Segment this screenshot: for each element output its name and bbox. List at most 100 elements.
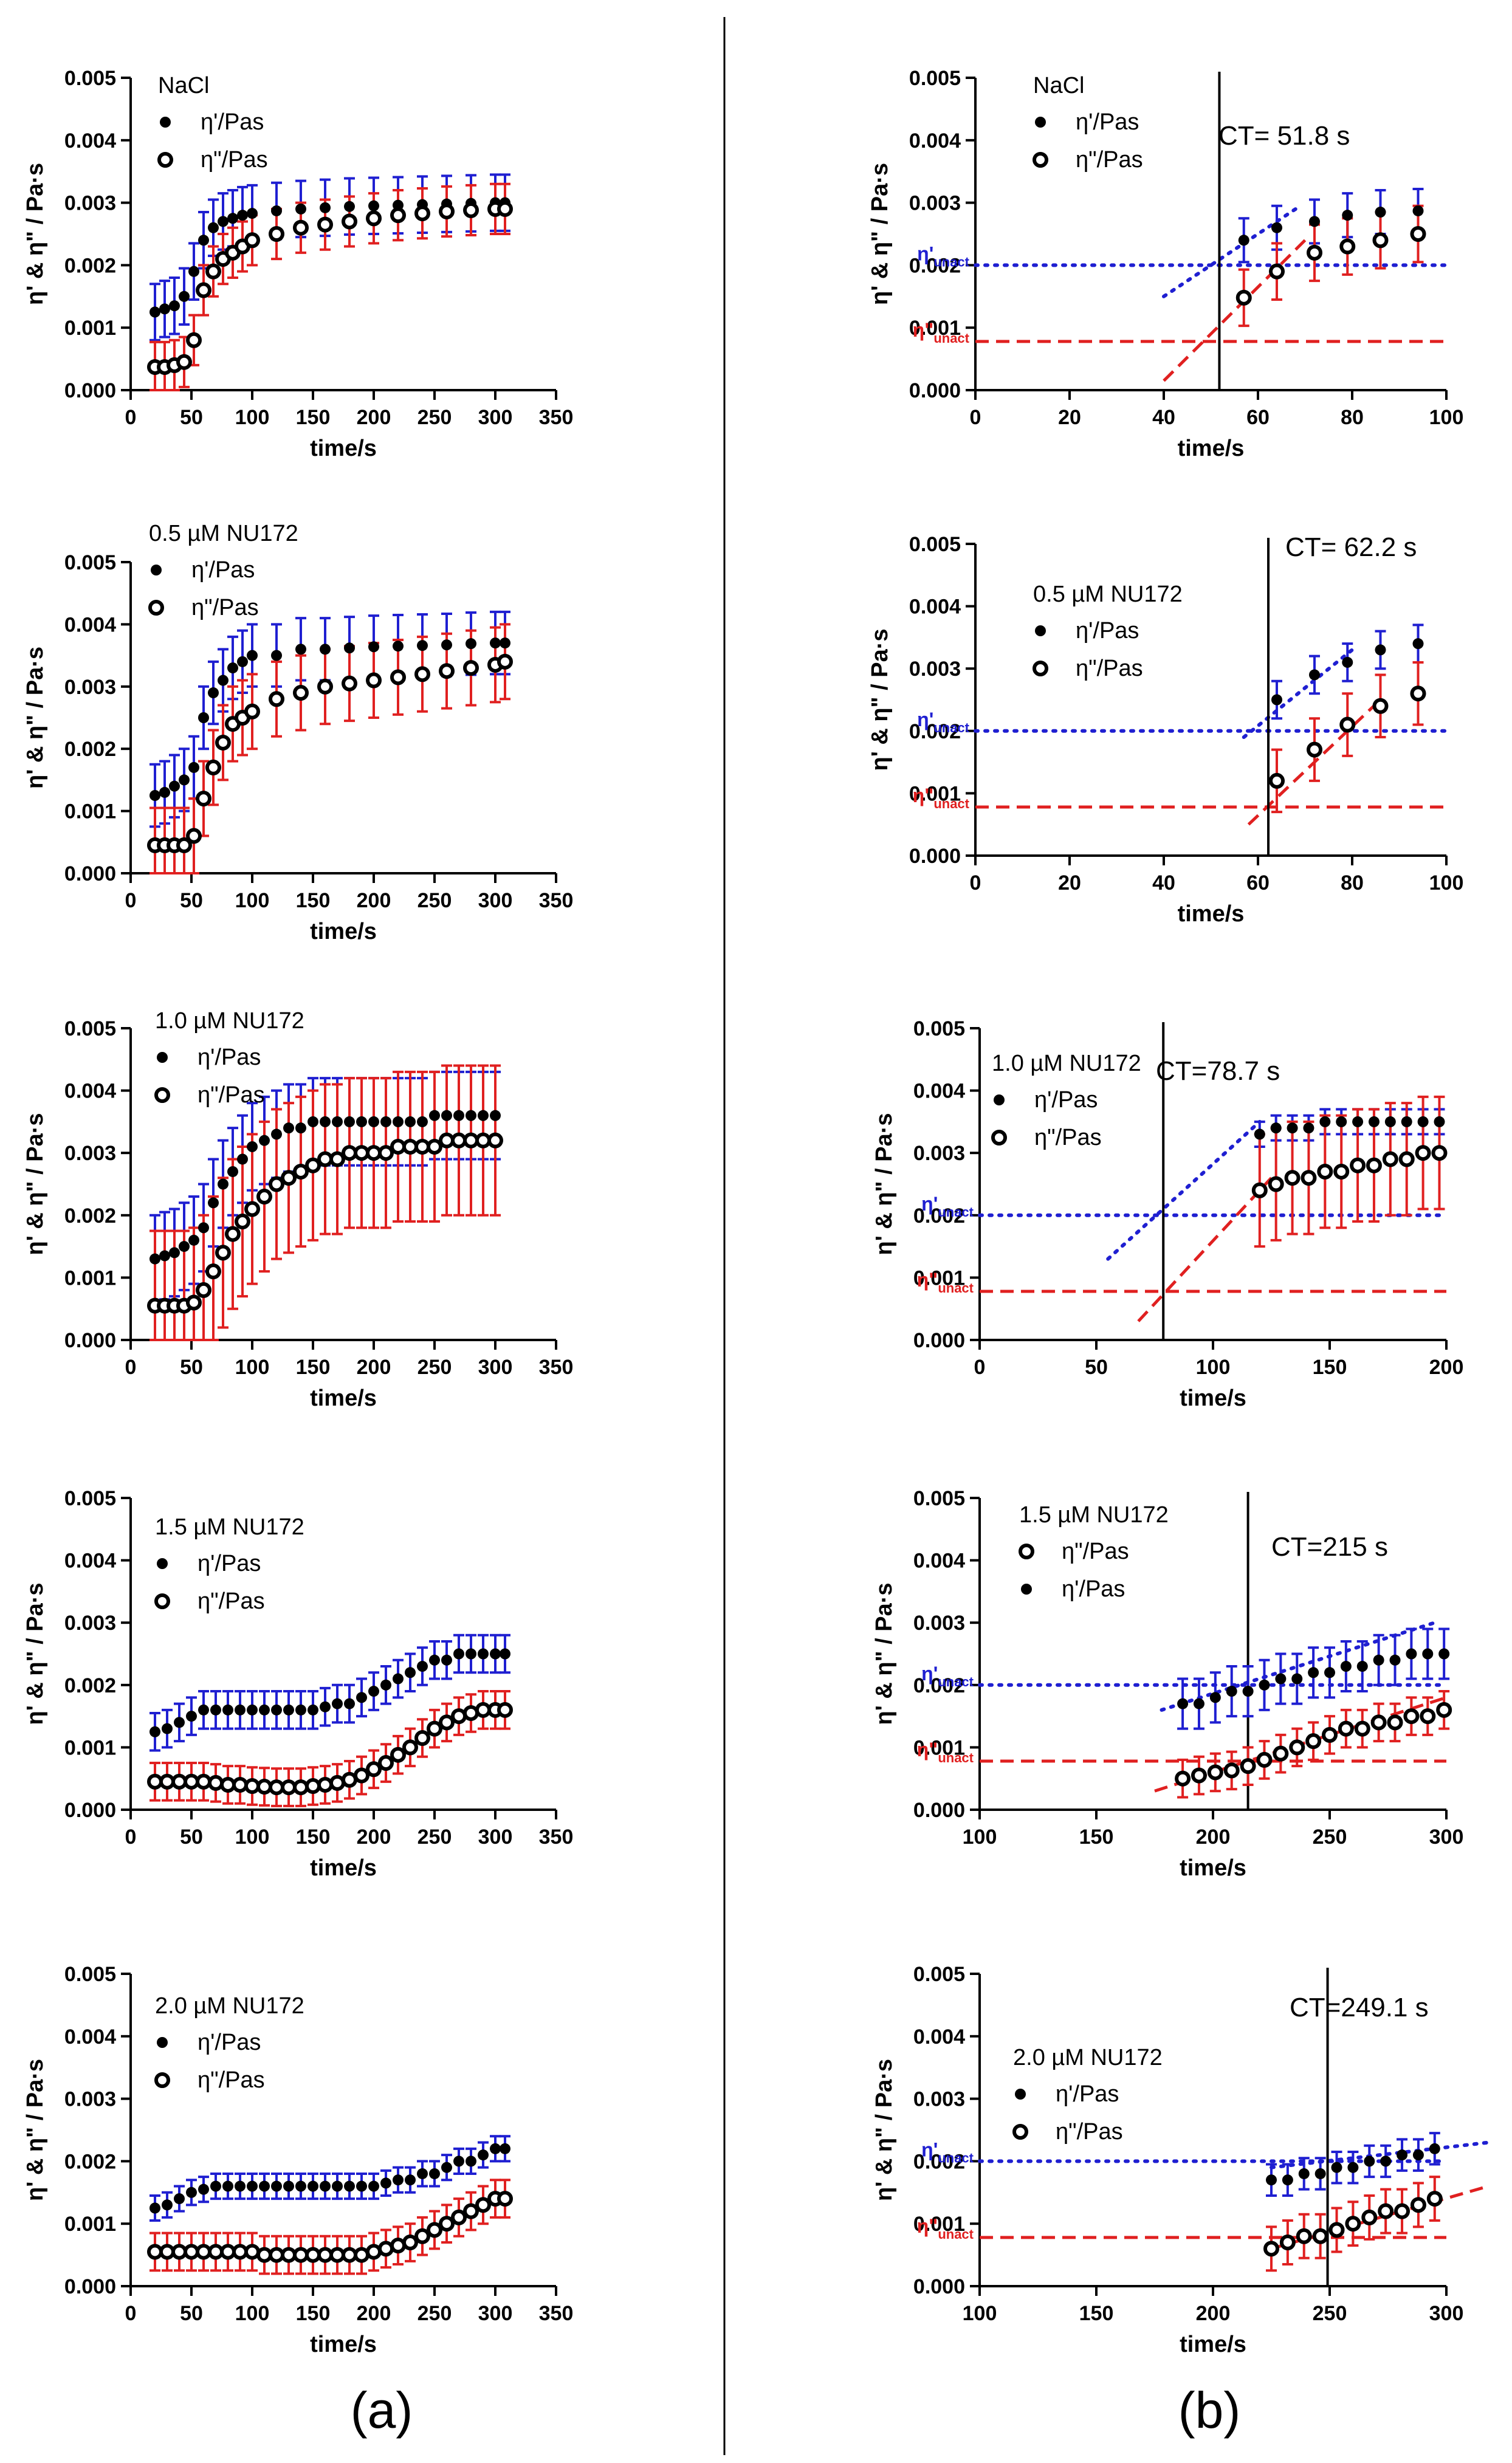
data-point-eta1 <box>466 2156 476 2167</box>
data-point-eta2 <box>463 202 479 218</box>
data-point-eta1 <box>320 1701 331 1712</box>
x-tick-label: 150 <box>296 2302 331 2325</box>
data-point-eta1 <box>227 1166 238 1177</box>
ct-label: CT=78.7 s <box>1156 1056 1280 1086</box>
data-point-eta1 <box>1380 2156 1392 2167</box>
eta1-unact-subscript: unact <box>938 1674 974 1689</box>
eta1-fit-line <box>1242 648 1354 740</box>
data-point-eta1 <box>344 2180 355 2192</box>
legend-marker-eta1 <box>1035 625 1046 636</box>
data-point-eta1 <box>237 1153 248 1165</box>
panel-label-a: (a) <box>351 2382 413 2439</box>
y-axis-label: η' & η" / Pa·s <box>22 163 48 305</box>
data-point-eta2 <box>354 2247 369 2263</box>
x-tick-label: 60 <box>1246 406 1270 429</box>
legend-entry: η'/Pas <box>201 109 264 135</box>
data-point-eta1 <box>417 1116 428 1127</box>
data-point-eta1 <box>271 650 282 661</box>
x-tick-label: 150 <box>1079 1826 1114 1849</box>
data-point-eta1 <box>1412 205 1424 216</box>
eta1-fit-line <box>1270 2140 1491 2169</box>
y-tick-label: 0.000 <box>909 845 961 868</box>
data-point-eta1 <box>320 1116 331 1127</box>
data-point-eta2 <box>1175 1770 1191 1787</box>
data-point-eta1 <box>247 2180 258 2192</box>
legend-title: NaCl <box>158 73 209 98</box>
data-point-eta2 <box>256 1189 272 1205</box>
data-point-eta1 <box>368 200 379 211</box>
data-point-eta1 <box>1331 2162 1342 2173</box>
data-point-eta1 <box>149 2202 160 2214</box>
y-tick-label: 0.001 <box>913 2213 965 2236</box>
data-point-eta1 <box>222 2180 233 2192</box>
x-tick-label: 50 <box>1085 1356 1108 1379</box>
data-point-eta1 <box>1177 1698 1189 1709</box>
eta2-unact-symbol: η" <box>917 1739 938 1761</box>
eta1-fit-line <box>1160 1621 1437 1712</box>
y-axis-label: η' & η" / Pa·s <box>867 163 893 305</box>
legend-entry: η'/Pas <box>1076 618 1139 644</box>
data-point-eta2 <box>390 2238 406 2254</box>
charts-container: 0.000 0.001 0.002 0.003 0.004 0.005 0 50 100 150 2… <box>22 67 1491 2357</box>
data-point-eta1 <box>405 2174 416 2186</box>
data-point-eta2 <box>1223 1762 1240 1779</box>
x-axis-label: time/s <box>1180 2332 1246 2357</box>
x-tick-label: 250 <box>418 406 452 429</box>
data-point-eta2 <box>1322 1726 1338 1743</box>
eta1-unact-symbol: η' <box>917 242 933 264</box>
eta1-unact-symbol: η' <box>921 1193 938 1215</box>
data-point-eta2 <box>1307 741 1322 758</box>
x-tick-label: 20 <box>1058 871 1081 895</box>
data-point-eta1 <box>1242 1686 1254 1697</box>
data-point-eta1 <box>1406 1648 1417 1660</box>
data-point-eta2 <box>1338 1720 1354 1737</box>
panel-label-b: (b) <box>1178 2382 1241 2439</box>
x-tick-label: 150 <box>1079 2302 1114 2325</box>
legend-marker-eta2 <box>991 1130 1007 1146</box>
x-tick-label: 0 <box>125 889 137 912</box>
data-point-eta1 <box>283 1704 294 1716</box>
data-point-eta1 <box>1271 694 1282 706</box>
data-point-eta1 <box>308 1704 318 1716</box>
data-point-eta2 <box>176 354 192 370</box>
y-tick-label: 0.005 <box>913 1487 965 1510</box>
data-point-eta1 <box>149 790 160 801</box>
data-point-eta1 <box>1384 1116 1396 1127</box>
data-point-eta1 <box>429 1654 440 1666</box>
x-tick-label: 80 <box>1341 871 1364 895</box>
y-tick-label: 0.000 <box>913 2275 965 2298</box>
y-tick-label: 0.002 <box>913 1674 965 1697</box>
data-point-eta2 <box>402 1739 418 1756</box>
data-point-eta1 <box>453 2156 464 2167</box>
data-point-eta2 <box>205 1263 221 1280</box>
y-tick-label: 0.004 <box>64 1080 116 1103</box>
data-point-eta1 <box>405 1667 416 1678</box>
x-tick-label: 150 <box>296 406 331 429</box>
y-tick-label: 0.003 <box>64 2088 116 2111</box>
data-point-eta1 <box>344 201 355 212</box>
y-tick-label: 0.004 <box>909 596 961 619</box>
data-point-eta1 <box>1342 210 1353 221</box>
data-point-eta2 <box>1269 263 1285 280</box>
data-point-eta1 <box>218 675 229 686</box>
chart-9: 0.000 0.001 0.002 0.003 0.004 0.005 100 150 200 2… <box>871 1963 1491 2357</box>
data-point-eta1 <box>500 2143 510 2154</box>
data-point-eta2 <box>1263 2241 1279 2257</box>
eta1-unact-subscript: unact <box>933 720 969 735</box>
y-axis-label: η' & η" / Pa·s <box>867 629 893 771</box>
eta1-unact-label: η'unact <box>917 709 970 735</box>
eta2-unact-symbol: η" <box>913 319 934 341</box>
data-point-eta2 <box>244 232 260 249</box>
x-tick-label: 100 <box>235 406 270 429</box>
data-point-eta2 <box>176 837 192 853</box>
legend-title: 2.0 µM NU172 <box>155 1993 304 2019</box>
eta2-unact-label: η"unact <box>913 785 970 811</box>
legend-entry: η"/Pas <box>1062 1539 1129 1564</box>
data-point-eta1 <box>179 774 190 786</box>
x-tick-label: 200 <box>1196 1826 1231 1849</box>
data-point-eta1 <box>368 641 379 653</box>
data-point-eta1 <box>1417 1116 1429 1127</box>
data-point-eta2 <box>1328 2222 1345 2238</box>
data-point-eta1 <box>295 2180 306 2192</box>
y-tick-label: 0.005 <box>64 1963 116 1986</box>
